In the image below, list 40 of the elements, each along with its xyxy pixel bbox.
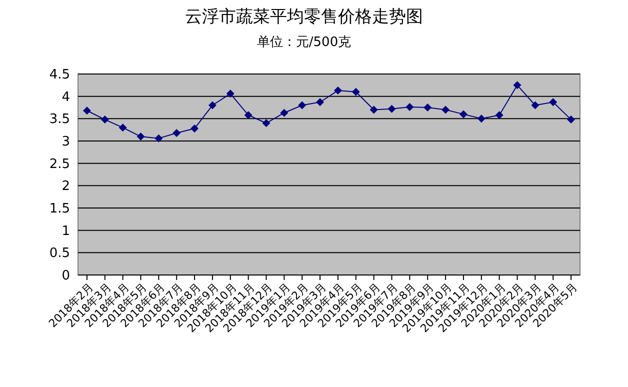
point bbox=[298, 101, 306, 110]
y-tick-label: 0 bbox=[62, 268, 70, 284]
point bbox=[567, 116, 576, 124]
point bbox=[100, 116, 109, 124]
point bbox=[352, 88, 360, 96]
point bbox=[226, 90, 234, 98]
point bbox=[190, 124, 199, 132]
point bbox=[513, 81, 522, 90]
y-tick-label: 1.5 bbox=[49, 202, 70, 217]
point bbox=[495, 111, 504, 120]
point bbox=[208, 101, 216, 110]
point bbox=[316, 98, 324, 106]
point bbox=[334, 86, 342, 95]
point bbox=[531, 101, 540, 110]
point bbox=[244, 111, 252, 120]
point bbox=[406, 103, 414, 112]
point bbox=[424, 104, 432, 112]
y-tick-label: 1 bbox=[62, 224, 70, 239]
point bbox=[442, 106, 450, 114]
y-tick-label: 3.5 bbox=[49, 112, 70, 128]
y-tick-label: 4 bbox=[62, 90, 70, 105]
point bbox=[82, 106, 91, 115]
point bbox=[549, 98, 558, 106]
point bbox=[459, 110, 468, 118]
point bbox=[172, 128, 181, 137]
y-tick-label: 2.5 bbox=[49, 156, 70, 172]
point bbox=[118, 124, 127, 132]
point bbox=[154, 134, 163, 142]
y-tick-label: 3 bbox=[62, 134, 70, 150]
point bbox=[262, 119, 270, 128]
chart-title: 云浮市蔬菜平均零售价格走势图 bbox=[185, 7, 423, 27]
point bbox=[370, 106, 378, 114]
y-tick-label: 0.5 bbox=[49, 246, 70, 262]
point bbox=[388, 104, 396, 113]
y-tick-label: 2 bbox=[62, 179, 70, 194]
point bbox=[136, 132, 145, 141]
chart-subtitle: 单位：元/500克 bbox=[256, 35, 352, 50]
point bbox=[477, 114, 486, 123]
y-tick-label: 4.5 bbox=[49, 68, 70, 83]
point bbox=[280, 108, 288, 117]
